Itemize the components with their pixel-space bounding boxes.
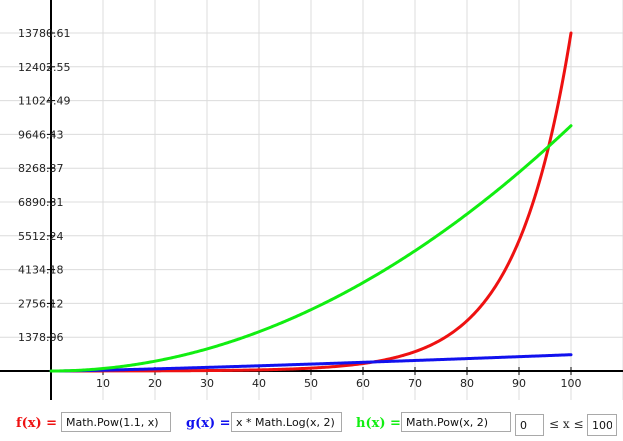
f-label: f(x) = bbox=[16, 416, 58, 431]
y-tick-label: 12402.55 bbox=[18, 61, 71, 74]
f-expression-input[interactable] bbox=[61, 412, 171, 432]
x-tick-label: 10 bbox=[96, 377, 110, 390]
range-min-input[interactable] bbox=[515, 414, 544, 436]
x-tick-label: 70 bbox=[408, 377, 422, 390]
x-tick-label: 20 bbox=[148, 377, 162, 390]
g-label: g(x) = bbox=[186, 416, 231, 431]
y-tick-label: 9646.43 bbox=[18, 128, 64, 141]
g-expression-input[interactable] bbox=[231, 412, 342, 432]
g-curve bbox=[49, 353, 573, 373]
y-tick-label: 6890.31 bbox=[18, 196, 64, 209]
f-curve bbox=[49, 31, 573, 373]
plot-area: 10 20 30 40 50 60 70 80 90 100 1378.06 2756.12 4134.… bbox=[0, 0, 623, 400]
h-expression-input[interactable] bbox=[401, 412, 511, 432]
h-label: h(x) = bbox=[356, 416, 401, 431]
y-tick-label: 13780.61 bbox=[18, 27, 71, 40]
y-tick-label: 1378.06 bbox=[18, 331, 64, 344]
y-tick-label: 5512.24 bbox=[18, 230, 64, 243]
y-tick-label: 4134.18 bbox=[18, 264, 64, 277]
function-input-bar: f(x) = g(x) = h(x) = ≤ x ≤ bbox=[0, 400, 623, 441]
x-tick-label: 30 bbox=[200, 377, 214, 390]
h-curve bbox=[49, 124, 573, 373]
x-tick-label: 40 bbox=[252, 377, 266, 390]
plot-svg: 10 20 30 40 50 60 70 80 90 100 1378.06 2756.12 4134.… bbox=[0, 0, 623, 400]
y-tick-label: 11024.49 bbox=[18, 95, 71, 108]
y-tick-label: 8268.37 bbox=[18, 162, 64, 175]
x-tick-label: 90 bbox=[512, 377, 526, 390]
range-separator: ≤ x ≤ bbox=[549, 417, 584, 431]
range-max-input[interactable] bbox=[587, 414, 617, 436]
x-tick-label: 100 bbox=[561, 377, 582, 390]
y-tick-label: 2756.12 bbox=[18, 297, 64, 310]
x-tick-label: 80 bbox=[460, 377, 474, 390]
x-tick-label: 50 bbox=[304, 377, 318, 390]
x-tick-label: 60 bbox=[356, 377, 370, 390]
